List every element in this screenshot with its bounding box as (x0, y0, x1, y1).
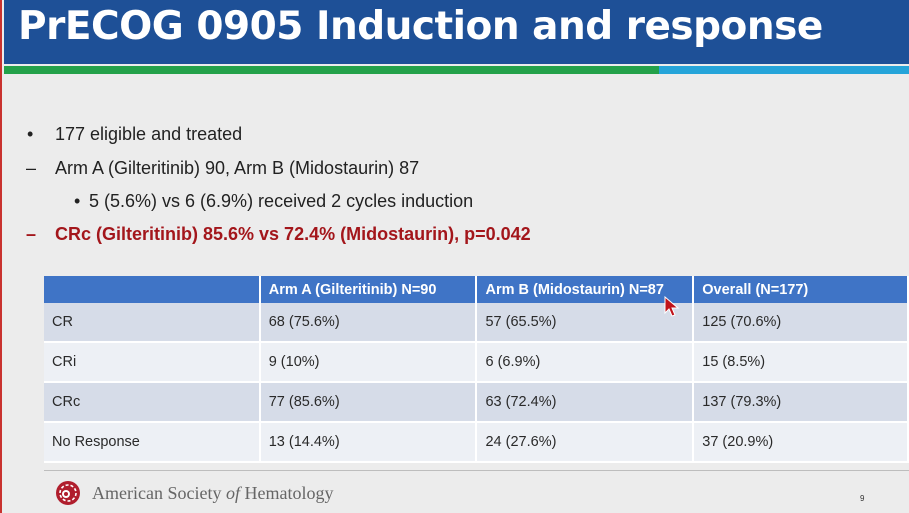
table-row: CRi 9 (10%) 6 (6.9%) 15 (8.5%) (44, 342, 909, 383)
bullet-text-induction: 5 (5.6%) vs 6 (6.9%) received 2 cycles i… (89, 191, 474, 211)
table-cell: 63 (72.4%) (476, 382, 695, 423)
blue-stripe (659, 66, 909, 74)
ash-logo-icon (56, 481, 80, 505)
page-number: 9 (860, 494, 865, 503)
table-cell: 37 (20.9%) (693, 422, 909, 463)
table-row: CRc 77 (85.6%) 63 (72.4%) 137 (79.3%) (44, 382, 909, 423)
table-cell: 125 (70.6%) (693, 303, 909, 343)
response-table: Arm A (Gilteritinib) N=90 Arm B (Midosta… (44, 276, 909, 463)
mouse-cursor-icon (664, 296, 680, 317)
table-cell: 68 (75.6%) (259, 303, 478, 343)
slide-left-edge (0, 0, 2, 513)
table-cell: 13 (14.4%) (259, 422, 478, 463)
bullet-marker: • (27, 124, 34, 144)
footer-divider (44, 470, 909, 471)
bullet-text-eligible: 177 eligible and treated (55, 124, 243, 144)
table-header-cell (44, 276, 261, 303)
table-cell: CR (44, 303, 261, 343)
table-header-row: Arm A (Gilteritinib) N=90 Arm B (Midosta… (44, 276, 909, 303)
table-cell: 9 (10%) (259, 342, 478, 383)
table-cell: 137 (79.3%) (693, 382, 909, 423)
table-cell: 57 (65.5%) (476, 303, 695, 343)
table-row: CR 68 (75.6%) 57 (65.5%) 125 (70.6%) (44, 303, 909, 343)
table-cell: 6 (6.9%) (476, 342, 695, 383)
table-cell: CRi (44, 342, 261, 383)
title-bar: PrECOG 0905 Induction and response (4, 0, 909, 64)
table-row: No Response 13 (14.4%) 24 (27.6%) 37 (20… (44, 422, 909, 463)
table-cell: No Response (44, 422, 261, 463)
table-cell: 77 (85.6%) (259, 382, 478, 423)
table-header-cell: Arm B (Midostaurin) N=87 (476, 276, 695, 303)
table-cell: 15 (8.5%) (693, 342, 909, 383)
green-stripe (4, 66, 659, 74)
table-cell: 24 (27.6%) (476, 422, 695, 463)
bullet-text-crc: CRc (Gilteritinib) 85.6% vs 72.4% (Midos… (55, 224, 531, 244)
bullet-text-arms: Arm A (Gilteritinib) 90, Arm B (Midostau… (55, 158, 420, 178)
table-header-cell: Overall (N=177) (693, 276, 909, 303)
dash-marker: – (26, 224, 37, 244)
dash-marker: – (26, 158, 37, 178)
bullet-marker: • (74, 191, 81, 211)
slide-title: PrECOG 0905 Induction and response (18, 4, 823, 49)
table-header-cell: Arm A (Gilteritinib) N=90 (259, 276, 478, 303)
table-cell: CRc (44, 382, 261, 423)
organization-name: American Society of Hematology (92, 483, 334, 503)
